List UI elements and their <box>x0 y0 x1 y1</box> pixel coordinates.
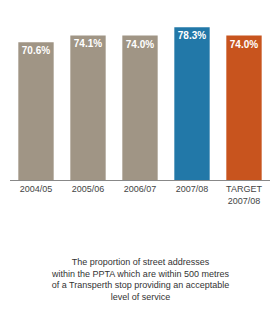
svg-text:74.0%: 74.0% <box>230 39 258 50</box>
svg-text:2005/06: 2005/06 <box>72 184 105 194</box>
svg-text:78.3%: 78.3% <box>178 30 206 41</box>
svg-text:2004/05: 2004/05 <box>20 184 53 194</box>
svg-text:74.1%: 74.1% <box>74 38 102 49</box>
svg-text:2007/08: 2007/08 <box>176 184 209 194</box>
svg-text:70.6%: 70.6% <box>22 45 50 56</box>
svg-text:74.0%: 74.0% <box>126 39 154 50</box>
svg-text:TARGET2007/08: TARGET2007/08 <box>226 184 262 206</box>
svg-text:The proportion of street addre: The proportion of street addresseswithin… <box>51 257 229 302</box>
svg-text:2006/07: 2006/07 <box>124 184 157 194</box>
